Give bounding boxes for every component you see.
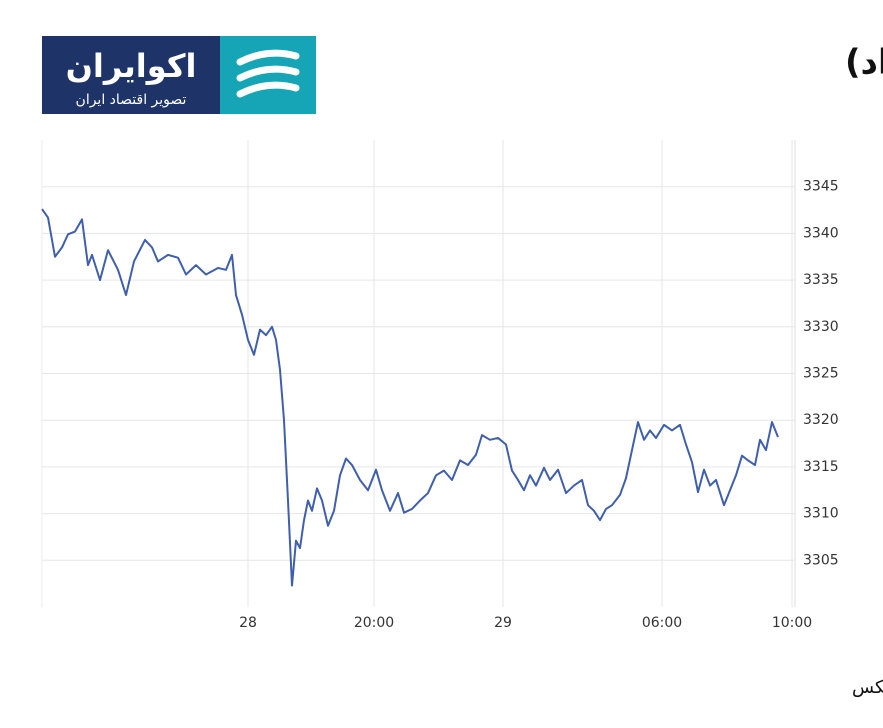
x-tick-label: 06:00 xyxy=(642,615,682,631)
y-tick-label: 3320 xyxy=(803,412,839,428)
logo-waves xyxy=(236,49,300,98)
x-tick-label: 28 xyxy=(239,615,257,631)
logo-name: اکوایران xyxy=(66,47,197,85)
y-tick-label: 3315 xyxy=(803,459,839,475)
chart-title: روند طلای جهانی (۷ مرداد) xyxy=(845,43,883,83)
logo-box xyxy=(42,36,222,114)
source: منبع: تریدینگ اکونومیکس xyxy=(852,676,883,698)
y-tick-label: 3310 xyxy=(803,506,839,522)
y-tick-label: 3330 xyxy=(803,319,839,335)
x-tick-label: 29 xyxy=(494,615,512,631)
y-tick-label: 3335 xyxy=(803,272,839,288)
x-tick-label: 20:00 xyxy=(354,615,394,631)
y-tick-label: 3325 xyxy=(803,366,839,382)
logo-icon xyxy=(220,36,316,114)
x-tick-label: 10:00 xyxy=(772,615,812,631)
y-tick-label: 3305 xyxy=(803,552,839,568)
y-tick-label: 3340 xyxy=(803,225,839,241)
logo-tagline: تصویر اقتصاد ایران xyxy=(76,92,187,108)
y-tick-label: 3345 xyxy=(803,179,839,195)
price-line xyxy=(41,208,779,587)
